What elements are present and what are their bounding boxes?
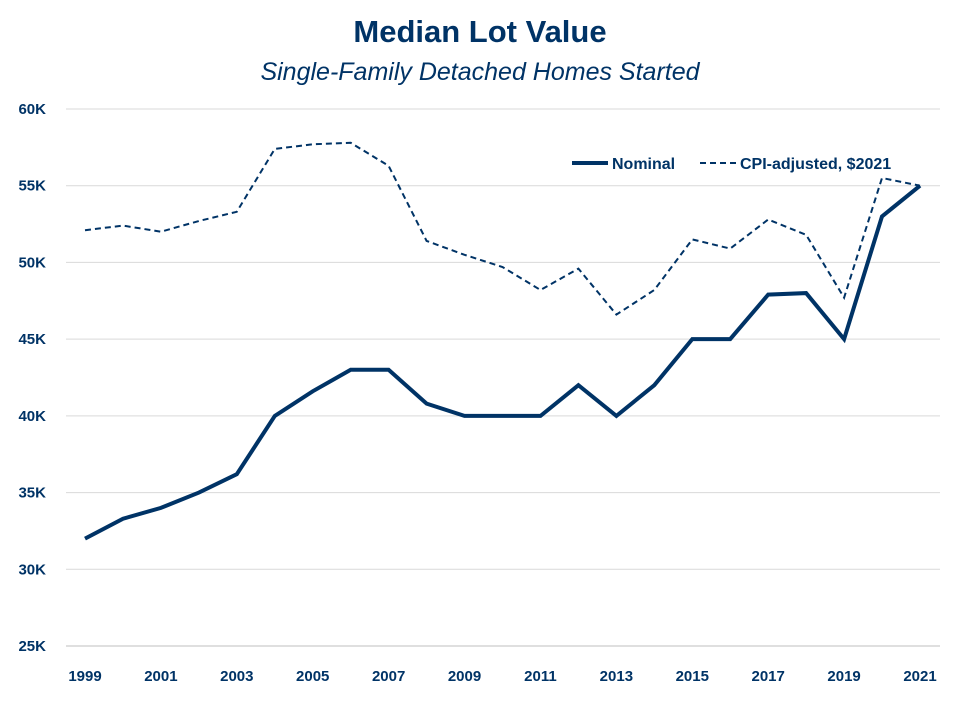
x-axis: 1999 2001 2003 2005 2007 2009 2011 2013 2015 2017… — [66, 645, 940, 685]
x-tick-label: 2013 — [600, 668, 633, 685]
y-tick-label: 25K — [18, 638, 46, 655]
legend-label: CPI-adjusted, $2021 — [740, 156, 891, 173]
series-line-nominal — [84, 184, 922, 541]
series-line-cpi-adjusted — [84, 141, 921, 316]
x-tick-label: 2019 — [827, 668, 860, 685]
legend: Nominal CPI-adjusted, $2021 — [572, 156, 891, 173]
x-tick-label: 2017 — [751, 668, 784, 685]
series-lines — [84, 141, 922, 541]
y-axis: 25K 30K 35K 40K 45K 50K 55K 60K — [18, 101, 46, 655]
legend-label: Nominal — [612, 156, 675, 173]
chart-title: Median Lot Value — [353, 14, 607, 49]
x-tick-label: 1999 — [68, 668, 101, 685]
chart-subtitle: Single-Family Detached Homes Started — [260, 58, 700, 86]
gridlines — [66, 108, 940, 647]
x-tick-label: 2011 — [524, 668, 557, 685]
x-tick-label: 2007 — [372, 668, 405, 685]
y-tick-label: 60K — [18, 101, 46, 118]
x-tick-label: 2005 — [296, 668, 329, 685]
y-tick-label: 35K — [18, 485, 46, 502]
x-tick-label: 2001 — [144, 668, 177, 685]
y-tick-label: 55K — [18, 178, 46, 195]
x-tick-label: 2003 — [220, 668, 253, 685]
y-tick-label: 40K — [18, 408, 46, 425]
y-tick-label: 30K — [18, 561, 46, 578]
y-tick-label: 45K — [18, 331, 46, 348]
x-tick-label: 2009 — [448, 668, 481, 685]
x-tick-label: 2021 — [903, 668, 936, 685]
x-tick-label: 2015 — [676, 668, 709, 685]
y-tick-label: 50K — [18, 254, 46, 271]
